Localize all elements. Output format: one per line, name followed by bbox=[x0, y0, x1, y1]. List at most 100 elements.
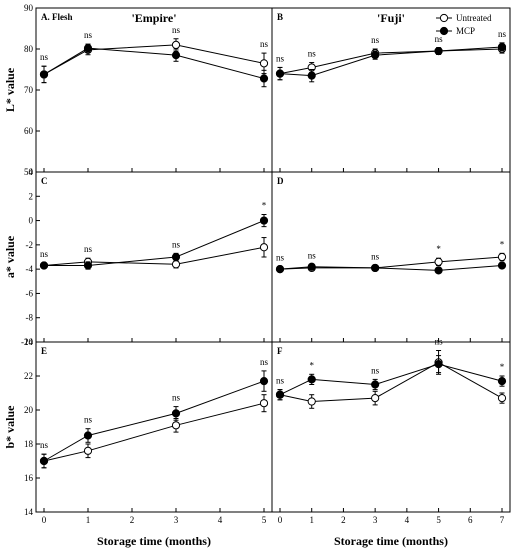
significance-label: ns bbox=[84, 30, 93, 40]
legend-marker bbox=[439, 13, 449, 23]
y-tick-label: 0 bbox=[29, 216, 34, 226]
significance-label: ns bbox=[260, 39, 269, 49]
y-tick-label: 14 bbox=[24, 507, 34, 517]
legend-label: Untreated bbox=[456, 13, 492, 23]
panel-label: F bbox=[277, 346, 283, 356]
significance-label: ns bbox=[276, 53, 285, 63]
y-tick-label: 2 bbox=[29, 191, 34, 201]
data-point-mcp bbox=[434, 266, 443, 275]
significance-label: * bbox=[309, 360, 314, 370]
significance-label: * bbox=[262, 201, 267, 211]
data-point-mcp bbox=[39, 70, 49, 79]
panel-d: Dns ns ns * * bbox=[271, 171, 511, 343]
panel-frame bbox=[35, 341, 273, 513]
panel-a: 50 60 70 80 90 L* value A. Flesh ns ns ns ns bbox=[3, 3, 273, 177]
panel-label: B bbox=[277, 12, 283, 22]
significance-label: ns bbox=[276, 376, 285, 386]
column-title-empire: 'Empire' bbox=[131, 11, 176, 25]
data-point-untreated bbox=[171, 40, 181, 50]
data-point-mcp bbox=[39, 261, 49, 270]
significance-label: * bbox=[436, 244, 441, 254]
y-tick-label: -4 bbox=[26, 264, 34, 274]
significance-label: ns bbox=[172, 393, 181, 403]
y-tick-label: 70 bbox=[24, 85, 34, 95]
significance-label: ns bbox=[260, 357, 269, 367]
data-point-mcp bbox=[171, 409, 181, 418]
x-tick-label: 7 bbox=[500, 515, 505, 525]
data-point-untreated bbox=[497, 252, 507, 262]
x-tick-label: 2 bbox=[130, 515, 135, 525]
panel-frame bbox=[271, 341, 511, 513]
significance-label: * bbox=[500, 362, 505, 372]
data-point-untreated bbox=[259, 399, 269, 408]
significance-label: ns bbox=[308, 250, 317, 260]
data-point-mcp bbox=[371, 51, 380, 60]
significance-label: ns bbox=[84, 244, 93, 254]
x-axis-label-right: Storage time (months) bbox=[334, 534, 448, 548]
column-title-fuji: 'Fuji' bbox=[377, 11, 405, 25]
significance-label: ns bbox=[40, 249, 49, 259]
significance-label: ns bbox=[435, 34, 444, 44]
data-point-mcp bbox=[83, 44, 93, 53]
panel-e: 14 16 18 20 22 24 b* value 0 1 2 3 4 5 Ens ns ns ns bbox=[3, 337, 273, 525]
series-line-untreated bbox=[43, 44, 265, 75]
data-point-mcp bbox=[39, 456, 49, 466]
x-tick-label: 5 bbox=[262, 515, 267, 525]
panel-frame bbox=[35, 171, 273, 343]
y-tick-label: -8 bbox=[26, 313, 34, 323]
significance-label: ns bbox=[40, 52, 49, 62]
x-tick-label: 1 bbox=[309, 515, 314, 525]
data-point-mcp bbox=[259, 74, 269, 83]
series-line-untreated bbox=[43, 246, 265, 266]
panel-label: C bbox=[41, 176, 48, 186]
x-tick-label: 1 bbox=[86, 515, 91, 525]
significance-label: ns bbox=[40, 440, 49, 450]
series-line-mcp bbox=[43, 47, 265, 80]
legend-marker bbox=[439, 26, 449, 36]
series-line-untreated bbox=[43, 402, 265, 462]
x-tick-label: 2 bbox=[341, 515, 346, 525]
x-tick-label: 6 bbox=[468, 515, 473, 525]
significance-label: ns bbox=[172, 25, 181, 35]
data-point-mcp bbox=[275, 69, 285, 78]
y-tick-label: 20 bbox=[24, 405, 34, 415]
significance-label: ns bbox=[371, 35, 380, 45]
panel-b: Bns ns ns ns ns bbox=[271, 7, 511, 173]
x-tick-label: 4 bbox=[218, 515, 223, 525]
significance-label: ns bbox=[498, 29, 507, 39]
x-tick-label: 0 bbox=[278, 515, 283, 525]
data-point-mcp bbox=[307, 262, 316, 271]
x-tick-label: 4 bbox=[405, 515, 410, 525]
data-point-untreated bbox=[83, 446, 93, 455]
data-point-mcp bbox=[497, 42, 507, 52]
y-tick-label: 90 bbox=[24, 3, 34, 13]
data-point-untreated bbox=[434, 257, 443, 266]
significance-label: ns bbox=[308, 49, 317, 59]
data-point-untreated bbox=[371, 394, 380, 403]
data-point-untreated bbox=[259, 59, 269, 68]
x-tick-label: 5 bbox=[436, 515, 441, 525]
y-tick-label: 60 bbox=[24, 126, 34, 136]
significance-label: ns bbox=[276, 253, 285, 263]
data-point-mcp bbox=[171, 252, 181, 262]
panel-label: D bbox=[277, 176, 284, 186]
legend: Untreated MCP bbox=[436, 13, 492, 36]
data-point-untreated bbox=[497, 394, 507, 403]
y-axis-label: a* value bbox=[3, 235, 17, 278]
y-tick-label: 50 bbox=[24, 167, 34, 177]
data-point-mcp bbox=[434, 46, 443, 56]
legend-label: MCP bbox=[456, 26, 475, 36]
panel-label: A. Flesh bbox=[41, 12, 73, 22]
y-tick-label: 4 bbox=[29, 167, 34, 177]
y-tick-label: -6 bbox=[26, 288, 34, 298]
panel-f: 0 1 2 3 4 5 6 7 Fns * ns ns * bbox=[271, 337, 511, 525]
data-point-mcp bbox=[497, 261, 507, 270]
data-point-mcp bbox=[259, 377, 269, 386]
y-tick-label: 18 bbox=[24, 439, 34, 449]
significance-label: ns bbox=[435, 337, 444, 347]
data-point-untreated bbox=[259, 243, 269, 252]
significance-label: ns bbox=[371, 365, 380, 375]
x-tick-label: 3 bbox=[174, 515, 179, 525]
y-tick-label: 22 bbox=[24, 371, 33, 381]
